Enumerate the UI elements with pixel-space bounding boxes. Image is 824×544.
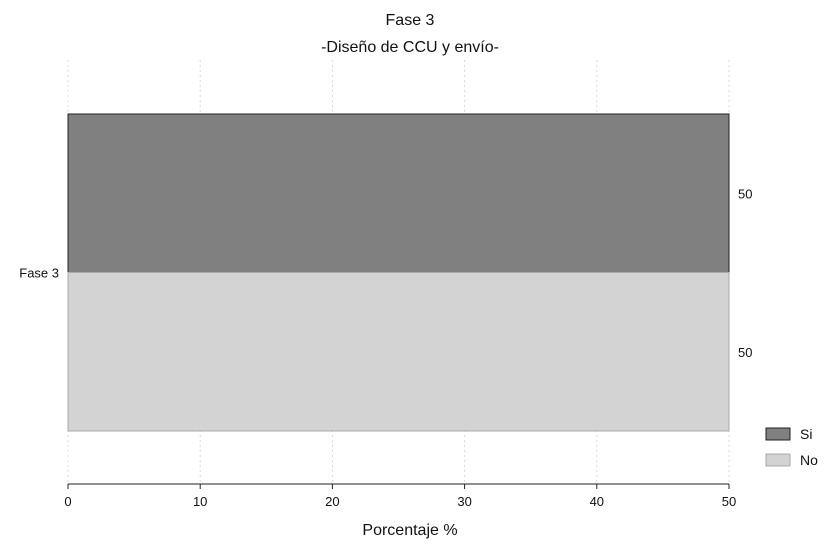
x-axis-title: Porcentaje % [362,522,457,539]
chart-subtitle: -Diseño de CCU y envío- [321,39,499,56]
bars: 50 50 [67,113,752,432]
bar-value-label: 50 [738,345,752,360]
x-tick-label: 10 [193,494,207,509]
bar-no [67,272,730,432]
x-tick-label: 40 [590,494,604,509]
x-tick-label: 50 [722,494,736,509]
legend: Si No [765,426,818,468]
bar-si [67,113,730,273]
x-tick-label: 20 [325,494,339,509]
legend-label-no: No [800,452,818,468]
x-axis: 0 10 20 30 40 50 Fase 3 [19,266,736,510]
chart-title: Fase 3 [386,12,435,29]
legend-label-si: Si [800,426,812,442]
legend-swatch-si [765,427,791,441]
bar-value-label: 50 [738,186,752,201]
x-tick-label: 0 [64,494,71,509]
y-category-label: Fase 3 [19,266,59,281]
x-tick-label: 30 [457,494,471,509]
legend-swatch-no [765,453,791,467]
